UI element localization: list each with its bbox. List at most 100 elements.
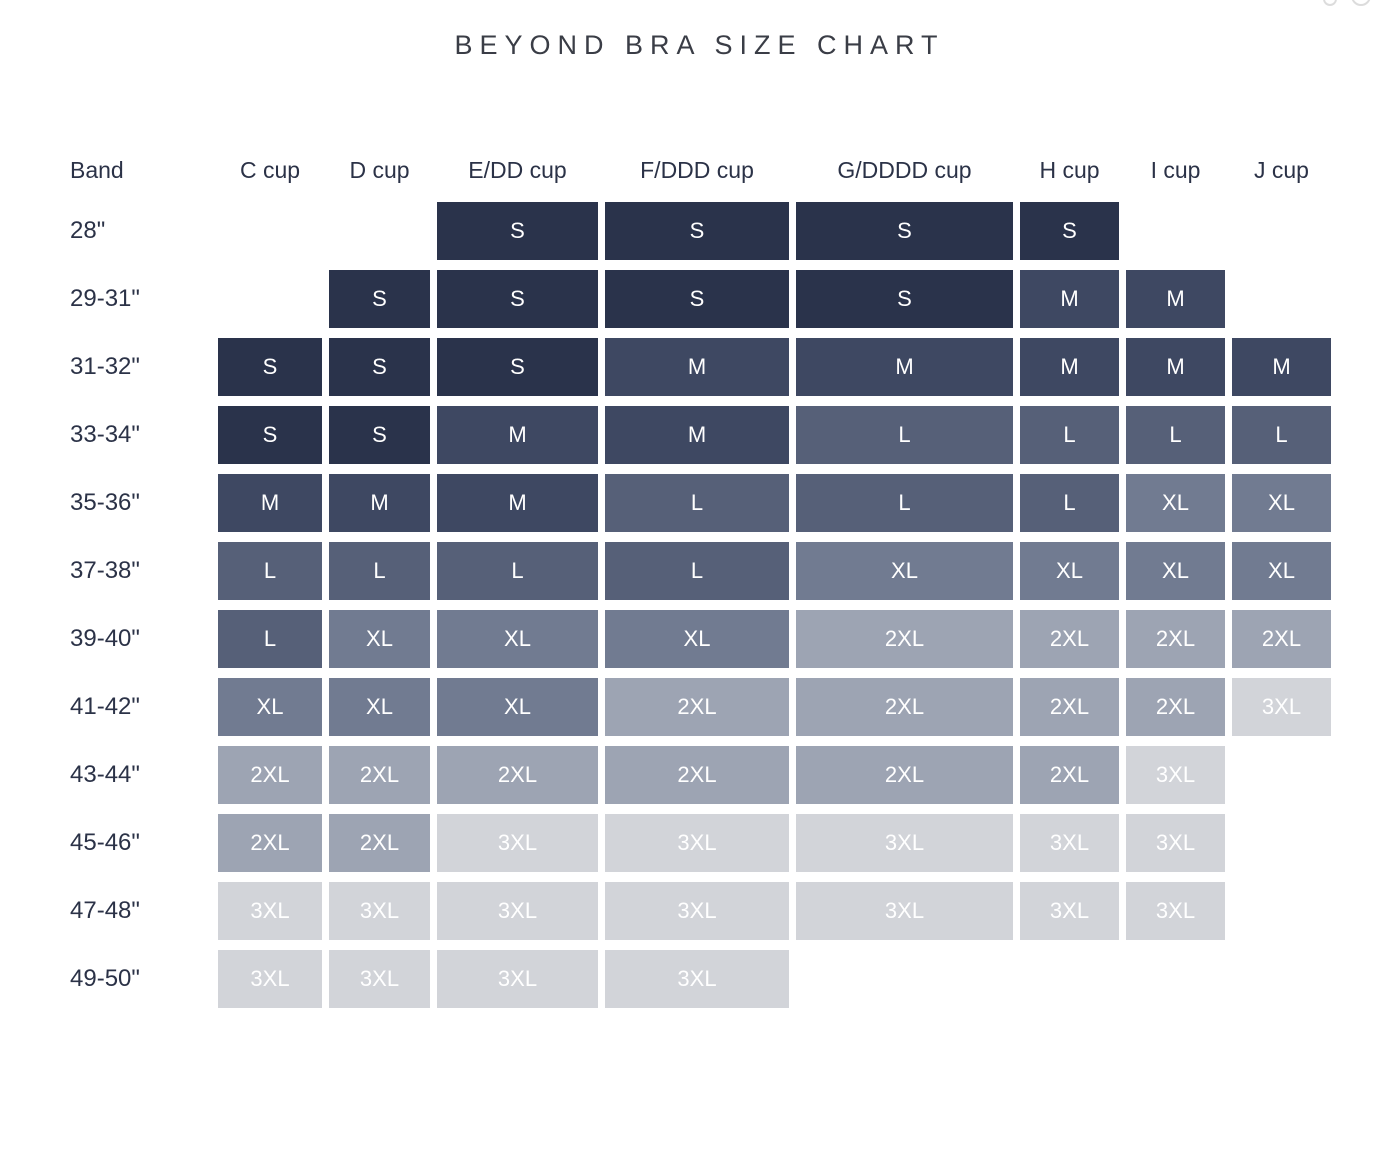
size-cell: 2XL — [1020, 610, 1119, 668]
size-cell: S — [1020, 202, 1119, 260]
size-cell: L — [218, 542, 322, 600]
size-cell: S — [605, 270, 789, 328]
size-cell: 3XL — [218, 882, 322, 940]
cup-column-header: I cup — [1150, 157, 1201, 183]
size-cell: XL — [1232, 474, 1331, 532]
empty-cell — [1020, 950, 1119, 1008]
size-cell: 3XL — [437, 950, 598, 1008]
cup-column-header: G/DDDD cup — [837, 157, 972, 183]
empty-cell — [218, 202, 322, 260]
size-cell: M — [605, 406, 789, 464]
size-cell: L — [437, 542, 598, 600]
band-label: 41-42" — [70, 693, 140, 720]
size-cell: XL — [796, 542, 1013, 600]
size-cell: 3XL — [1232, 678, 1331, 736]
size-cell: M — [437, 406, 598, 464]
size-cell: M — [1232, 338, 1331, 396]
size-cell: S — [437, 202, 598, 260]
size-cell: 2XL — [437, 746, 598, 804]
size-cell: M — [437, 474, 598, 532]
band-label: 31-32" — [70, 353, 140, 380]
size-cell: 2XL — [605, 746, 789, 804]
size-cell: L — [605, 542, 789, 600]
size-cell: L — [218, 610, 322, 668]
size-cell: S — [605, 202, 789, 260]
cup-column-header: E/DD cup — [468, 157, 567, 183]
size-cell: 3XL — [437, 882, 598, 940]
size-cell: 2XL — [796, 678, 1013, 736]
band-label: 43-44" — [70, 761, 140, 788]
size-cell: 3XL — [796, 882, 1013, 940]
band-label: 45-46" — [70, 829, 140, 856]
size-cell: 3XL — [1126, 746, 1225, 804]
size-cell: L — [1020, 474, 1119, 532]
size-cell: M — [329, 474, 430, 532]
size-cell: 3XL — [1020, 814, 1119, 872]
size-cell: XL — [1126, 474, 1225, 532]
size-cell: 2XL — [218, 746, 322, 804]
size-cell: S — [329, 338, 430, 396]
size-cell: 3XL — [437, 814, 598, 872]
cropped-ui-fragment-icon — [1323, 0, 1337, 6]
size-cell: 3XL — [329, 882, 430, 940]
size-cell: 3XL — [1020, 882, 1119, 940]
size-cell: 3XL — [1126, 882, 1225, 940]
size-cell: 2XL — [796, 610, 1013, 668]
empty-cell — [1126, 202, 1225, 260]
size-cell: M — [1126, 338, 1225, 396]
size-cell: S — [329, 270, 430, 328]
size-cell: XL — [437, 610, 598, 668]
size-cell: S — [437, 270, 598, 328]
empty-cell — [796, 950, 1013, 1008]
band-label: 49-50" — [70, 965, 140, 992]
size-cell: M — [218, 474, 322, 532]
empty-cell — [1232, 202, 1331, 260]
size-cell: 3XL — [218, 950, 322, 1008]
size-cell: XL — [437, 678, 598, 736]
band-label: 28" — [70, 217, 106, 244]
size-cell: 2XL — [1020, 746, 1119, 804]
size-cell: XL — [1020, 542, 1119, 600]
empty-cell — [218, 270, 322, 328]
size-cell: 2XL — [1126, 610, 1225, 668]
size-cell: 2XL — [1020, 678, 1119, 736]
cropped-ui-fragment-icon — [1351, 0, 1371, 6]
cup-column-header: J cup — [1254, 157, 1309, 183]
size-cell: 3XL — [796, 814, 1013, 872]
size-cell: 2XL — [329, 746, 430, 804]
cup-column-header: F/DDD cup — [640, 157, 754, 183]
size-cell: XL — [218, 678, 322, 736]
band-column-header: Band — [70, 157, 124, 183]
size-cell: L — [796, 406, 1013, 464]
size-cell: 2XL — [218, 814, 322, 872]
size-cell: S — [437, 338, 598, 396]
size-cell: S — [218, 406, 322, 464]
size-cell: 3XL — [1126, 814, 1225, 872]
size-cell: 2XL — [329, 814, 430, 872]
size-cell: 3XL — [605, 882, 789, 940]
empty-cell — [1126, 950, 1225, 1008]
empty-cell — [329, 202, 430, 260]
cup-column-header: C cup — [239, 157, 301, 183]
cup-column-header: H cup — [1039, 157, 1100, 183]
size-cell: M — [1020, 338, 1119, 396]
size-cell: M — [605, 338, 789, 396]
size-cell: 2XL — [796, 746, 1013, 804]
size-cell: XL — [605, 610, 789, 668]
size-cell: S — [796, 270, 1013, 328]
size-cell: S — [796, 202, 1013, 260]
page-title: BEYOND BRA SIZE CHART — [454, 30, 945, 60]
band-label: 35-36" — [70, 489, 140, 516]
size-cell: S — [329, 406, 430, 464]
band-label: 29-31" — [70, 285, 140, 312]
size-cell: L — [1020, 406, 1119, 464]
size-cell: M — [1126, 270, 1225, 328]
size-cell: L — [329, 542, 430, 600]
size-cell: L — [1232, 406, 1331, 464]
size-cell: XL — [1126, 542, 1225, 600]
size-cell: 2XL — [1232, 610, 1331, 668]
cup-column-header: D cup — [349, 157, 410, 183]
size-cell: L — [1126, 406, 1225, 464]
band-label: 37-38" — [70, 557, 140, 584]
